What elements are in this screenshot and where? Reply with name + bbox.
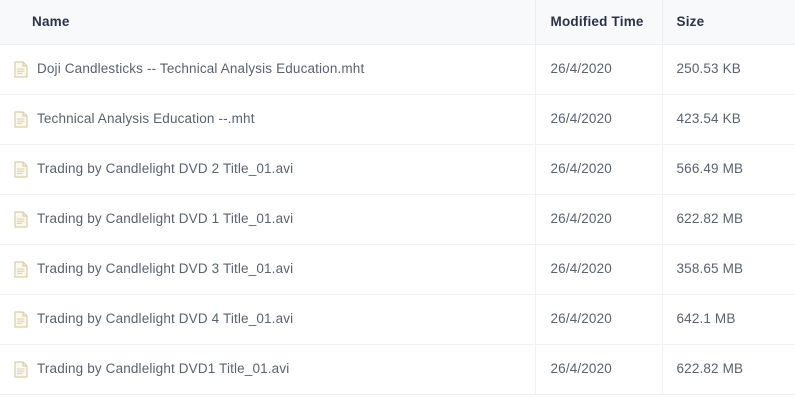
cell-modified-time: 26/4/2020 [534,44,662,95]
cell-name[interactable]: Trading by Candlelight DVD 1 Title_01.av… [0,194,535,245]
cell-size: 622.82 MB [661,344,795,395]
size-label: 642.1 MB [676,310,736,326]
modified-time-label: 26/4/2020 [550,210,612,226]
document-icon [14,110,28,128]
column-header-size[interactable]: Size [661,0,795,45]
table-header: Name Modified Time Size [0,0,795,45]
modified-time-label: 26/4/2020 [550,310,612,326]
size-label: 250.53 KB [676,60,741,76]
modified-time-label: 26/4/2020 [550,160,612,176]
file-name-container: Trading by Candlelight DVD 2 Title_01.av… [14,160,535,178]
document-icon [14,260,28,278]
file-name-container: Doji Candlesticks -- Technical Analysis … [14,60,535,78]
file-name-label: Trading by Candlelight DVD 4 Title_01.av… [37,310,294,326]
cell-name[interactable]: Trading by Candlelight DVD 3 Title_01.av… [0,244,535,295]
size-label: 566.49 MB [676,160,744,176]
file-name-label: Technical Analysis Education --.mht [37,110,255,126]
table-row[interactable]: Doji Candlesticks -- Technical Analysis … [0,44,795,95]
cell-name[interactable]: Trading by Candlelight DVD 2 Title_01.av… [0,144,535,195]
table-row[interactable]: Trading by Candlelight DVD 1 Title_01.av… [0,194,795,245]
table-row[interactable]: Trading by Candlelight DVD 3 Title_01.av… [0,244,795,295]
cell-name[interactable]: Technical Analysis Education --.mht [0,94,535,145]
cell-modified-time: 26/4/2020 [534,244,662,295]
modified-time-label: 26/4/2020 [550,110,612,126]
cell-size: 358.65 MB [661,244,795,295]
column-header-modified-time[interactable]: Modified Time [534,0,662,45]
file-name-label: Trading by Candlelight DVD 1 Title_01.av… [37,210,294,226]
column-header-name[interactable]: Name [0,0,535,45]
cell-size: 622.82 MB [661,194,795,245]
document-icon [14,160,28,178]
document-icon [14,310,28,328]
file-name-label: Trading by Candlelight DVD 2 Title_01.av… [37,160,294,176]
cell-name[interactable]: Trading by Candlelight DVD 4 Title_01.av… [0,294,535,345]
file-name-label: Trading by Candlelight DVD 3 Title_01.av… [37,260,294,276]
cell-modified-time: 26/4/2020 [534,294,662,345]
modified-time-label: 26/4/2020 [550,360,612,376]
document-icon [14,210,28,228]
cell-size: 642.1 MB [661,294,795,345]
size-label: 423.54 KB [676,110,741,126]
table-body: Doji Candlesticks -- Technical Analysis … [0,44,795,395]
cell-modified-time: 26/4/2020 [534,94,662,145]
cell-size: 250.53 KB [661,44,795,95]
size-label: 622.82 MB [676,210,744,226]
table-row[interactable]: Trading by Candlelight DVD1 Title_01.avi… [0,344,795,395]
cell-modified-time: 26/4/2020 [534,344,662,395]
document-icon [14,360,28,378]
cell-name[interactable]: Trading by Candlelight DVD1 Title_01.avi [0,344,535,395]
file-name-container: Trading by Candlelight DVD 4 Title_01.av… [14,310,535,328]
file-name-label: Trading by Candlelight DVD1 Title_01.avi [37,360,290,376]
table-header-row: Name Modified Time Size [0,0,795,45]
table-row[interactable]: Technical Analysis Education --.mht 26/4/… [0,94,795,145]
document-icon [14,60,28,78]
cell-name[interactable]: Doji Candlesticks -- Technical Analysis … [0,44,535,95]
file-name-container: Trading by Candlelight DVD 3 Title_01.av… [14,260,535,278]
cell-modified-time: 26/4/2020 [534,194,662,245]
file-name-container: Trading by Candlelight DVD1 Title_01.avi [14,360,535,378]
size-label: 622.82 MB [676,360,744,376]
modified-time-label: 26/4/2020 [550,260,612,276]
table-row[interactable]: Trading by Candlelight DVD 2 Title_01.av… [0,144,795,195]
cell-size: 423.54 KB [661,94,795,145]
table-row[interactable]: Trading by Candlelight DVD 4 Title_01.av… [0,294,795,345]
file-name-label: Doji Candlesticks -- Technical Analysis … [37,60,365,76]
cell-modified-time: 26/4/2020 [534,144,662,195]
file-name-container: Technical Analysis Education --.mht [14,110,535,128]
cell-size: 566.49 MB [661,144,795,195]
size-label: 358.65 MB [676,260,744,276]
modified-time-label: 26/4/2020 [550,60,612,76]
file-name-container: Trading by Candlelight DVD 1 Title_01.av… [14,210,535,228]
